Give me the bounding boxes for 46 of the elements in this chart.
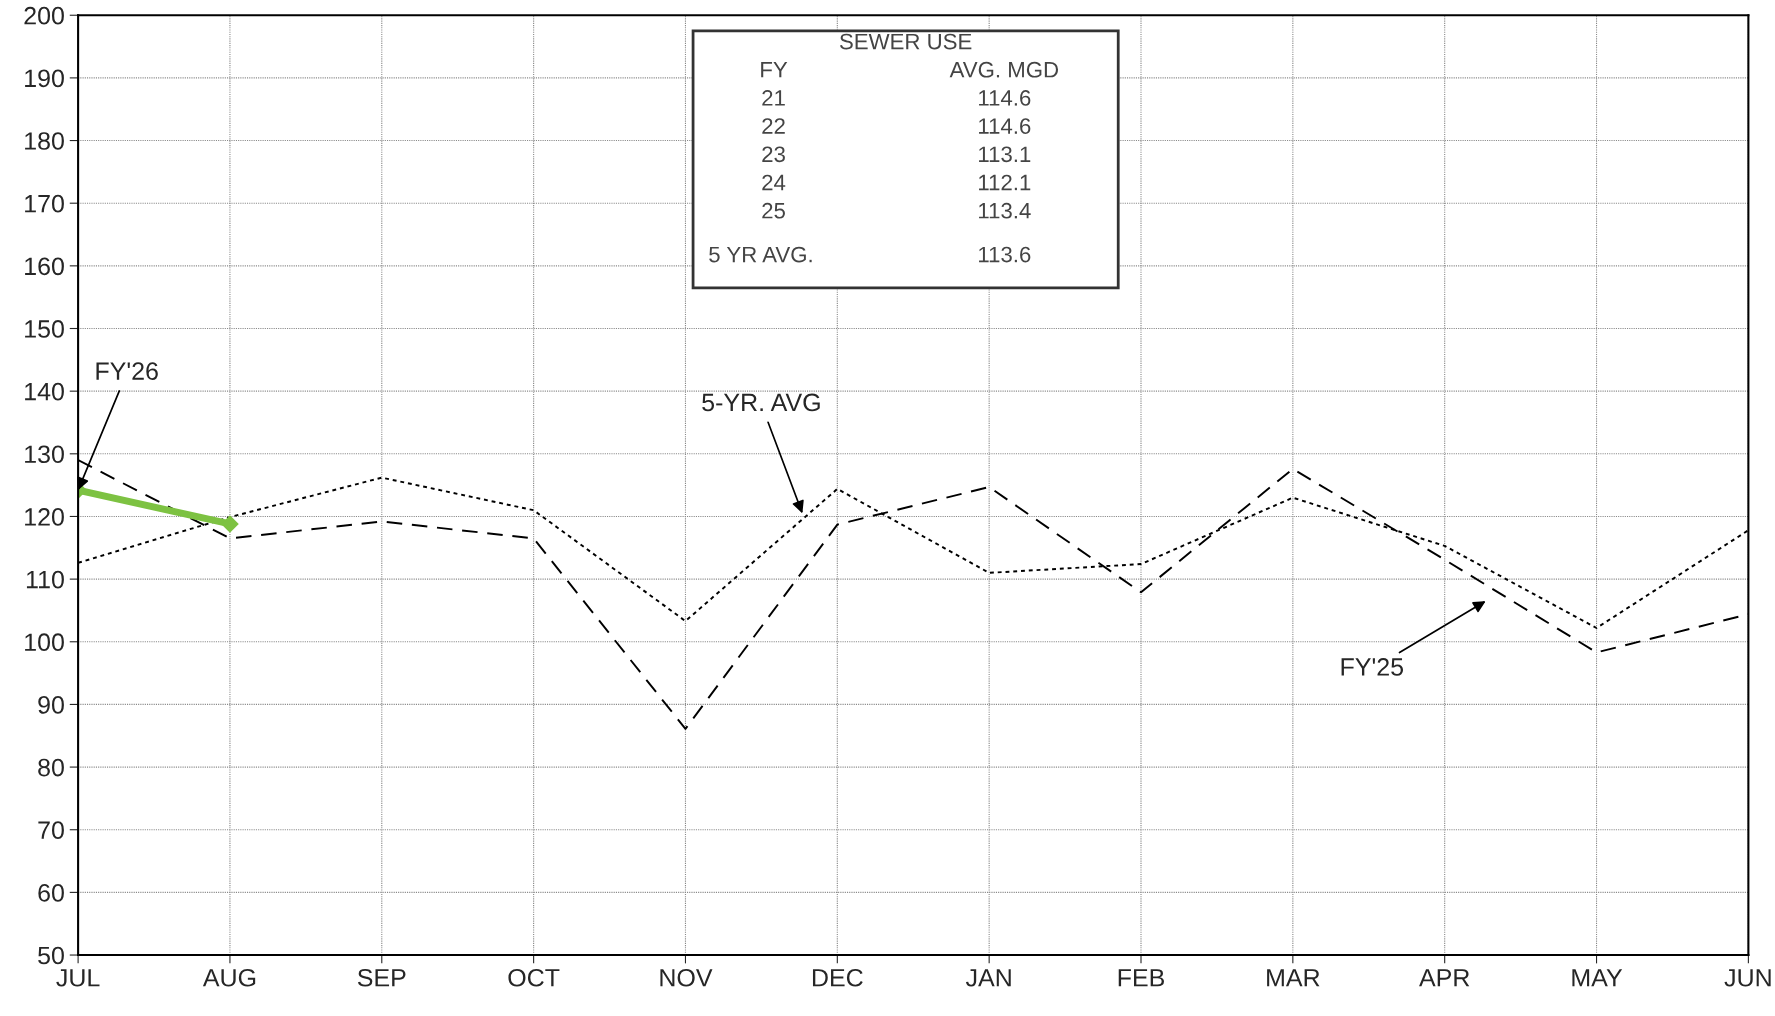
annotation: 24 — [762, 174, 786, 191]
annotation: 5-YR. AVG — [702, 393, 820, 412]
annotation: 114.6 — [979, 90, 1031, 106]
x-tick-label: APR — [1419, 969, 1470, 987]
annotation: 22 — [762, 118, 785, 134]
y-tick-label: 150 — [25, 320, 64, 338]
x-tick-label: JUL — [56, 969, 100, 987]
annotation: 25 — [762, 202, 785, 219]
y-tick-label: 130 — [25, 445, 64, 464]
y-tick-label: 60 — [38, 883, 64, 902]
x-tick-label: MAY — [1572, 969, 1623, 987]
annotation: 113.4 — [979, 202, 1031, 219]
annotation: 113.1 — [979, 146, 1031, 163]
annotation: 5 YR AVG. — [709, 246, 812, 263]
annotation: 113.6 — [979, 246, 1031, 263]
annotation: 112.1 — [979, 174, 1031, 191]
annotation: FY'26 — [96, 362, 158, 380]
annotation: 21 — [762, 90, 785, 106]
y-tick-label: 80 — [38, 758, 64, 777]
x-tick-label: MAR — [1267, 969, 1320, 987]
annotation: AVG. MGD — [949, 61, 1059, 78]
y-tick-label: 50 — [38, 946, 64, 965]
y-tick-label: 90 — [38, 696, 64, 714]
y-tick-label: 70 — [38, 821, 64, 840]
y-tick-label: 120 — [25, 508, 64, 526]
x-tick-label: JAN — [965, 969, 1011, 987]
y-tick-label: 110 — [26, 570, 64, 589]
y-tick-label: 200 — [24, 6, 64, 25]
annotation: FY'25 — [1341, 658, 1404, 676]
x-tick-label: SEP — [357, 968, 406, 987]
y-tick-label: 170 — [25, 194, 64, 213]
annotation: FY — [761, 62, 788, 78]
annotation: 23 — [762, 146, 785, 163]
x-tick-label: JUN — [1724, 969, 1771, 987]
annotation: 114.6 — [979, 118, 1031, 134]
annotation: SEWER USE — [839, 33, 972, 50]
y-tick-label: 190 — [25, 69, 64, 88]
x-tick-label: FEB — [1118, 969, 1164, 987]
y-tick-label: 180 — [25, 132, 64, 150]
y-tick-label: 140 — [25, 382, 64, 401]
x-tick-label: AUG — [202, 968, 256, 987]
y-tick-label: 160 — [25, 257, 64, 276]
x-tick-label: DEC — [812, 968, 863, 987]
x-tick-label: OCT — [508, 968, 560, 987]
x-tick-label: NOV — [660, 968, 713, 987]
y-tick-label: 100 — [25, 633, 64, 652]
